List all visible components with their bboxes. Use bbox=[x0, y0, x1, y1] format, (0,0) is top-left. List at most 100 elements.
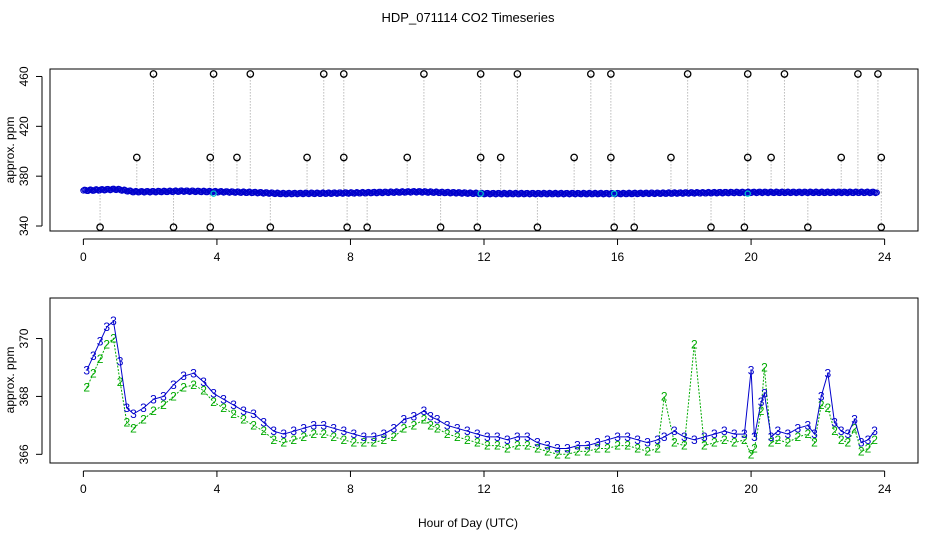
series-2-point: 2 bbox=[701, 439, 708, 453]
series-3-point: 3 bbox=[391, 421, 398, 435]
series-3-point: 3 bbox=[504, 433, 511, 447]
series-2-point: 2 bbox=[838, 433, 845, 447]
series-2-point: 2 bbox=[584, 444, 591, 458]
series-3-point: 3 bbox=[751, 430, 758, 444]
series-2-point: 2 bbox=[210, 395, 217, 409]
series-2-point: 2 bbox=[741, 433, 748, 447]
series-3-point: 3 bbox=[444, 418, 451, 432]
bottom-x-tick-label: 0 bbox=[80, 482, 87, 496]
series-2-point: 2 bbox=[721, 433, 728, 447]
series-2-point: 2 bbox=[330, 430, 337, 444]
series-2-point: 2 bbox=[865, 442, 872, 456]
series-3-point: 3 bbox=[434, 413, 441, 427]
series-3-point: 3 bbox=[804, 418, 811, 432]
flag-high-point bbox=[476, 70, 485, 78]
top-y-tick-label: 380 bbox=[17, 166, 31, 186]
flag-mid-point bbox=[837, 153, 846, 162]
series-3-point: 3 bbox=[200, 375, 207, 389]
top-x-tick-label: 12 bbox=[477, 250, 491, 264]
top-y-tick-label: 420 bbox=[17, 116, 31, 136]
series-3-point: 3 bbox=[484, 430, 491, 444]
series-2-point: 2 bbox=[654, 442, 661, 456]
top-x-tick-label: 16 bbox=[611, 250, 625, 264]
series-3-point: 3 bbox=[865, 433, 872, 447]
series-3-point: 3 bbox=[83, 363, 90, 377]
flag-mid-point bbox=[403, 153, 412, 162]
top-marks bbox=[80, 70, 886, 232]
series-3-point: 3 bbox=[370, 430, 377, 444]
series-2-point: 2 bbox=[401, 421, 408, 435]
series-3-point: 3 bbox=[845, 427, 852, 441]
series-3-point: 3 bbox=[741, 427, 748, 441]
series-2-point: 2 bbox=[761, 360, 768, 374]
series-2-point: 2 bbox=[190, 378, 197, 392]
series-2-point: 2 bbox=[320, 427, 327, 441]
series-3-point: 3 bbox=[494, 430, 501, 444]
series-2-point: 2 bbox=[574, 444, 581, 458]
series-3-point: 3 bbox=[270, 424, 277, 438]
series-3-point: 3 bbox=[130, 407, 137, 421]
top-plot-frame bbox=[49, 68, 919, 232]
series-2-point: 2 bbox=[624, 439, 631, 453]
flag-low-point bbox=[740, 223, 749, 232]
series-2-point: 2 bbox=[818, 398, 825, 412]
series-3-point: 3 bbox=[691, 433, 698, 447]
top-x-tick-label: 8 bbox=[347, 250, 354, 264]
series-3-point: 3 bbox=[103, 320, 110, 334]
series-3-point: 3 bbox=[97, 334, 104, 348]
series-2-point: 2 bbox=[240, 413, 247, 427]
top-y-tick-label: 340 bbox=[17, 216, 31, 236]
series-2-point: 2 bbox=[340, 433, 347, 447]
baseline-point bbox=[873, 189, 880, 196]
bottom-x-tick-label: 16 bbox=[611, 482, 625, 496]
series-3-point: 3 bbox=[838, 424, 845, 438]
bottom-x-tick-label: 12 bbox=[477, 482, 491, 496]
top-panel: 0 4 8 12 16 20 24 340 380 420 460 approx. ppm bbox=[3, 66, 919, 264]
series-2-point: 2 bbox=[90, 366, 97, 380]
series-3-point: 3 bbox=[851, 413, 858, 427]
series-2-point: 2 bbox=[594, 442, 601, 456]
series-3-point: 3 bbox=[661, 430, 668, 444]
series-3-point: 3 bbox=[514, 430, 521, 444]
top-y-tick-label: 460 bbox=[17, 66, 31, 86]
series-3-point: 3 bbox=[401, 413, 408, 427]
series-3-point: 3 bbox=[123, 401, 130, 415]
series-2-point: 2 bbox=[290, 433, 297, 447]
series-3-point: 3 bbox=[584, 439, 591, 453]
series-3-point: 3 bbox=[300, 421, 307, 435]
bottom-axes: 0 4 8 12 16 20 24 366 368 370 bbox=[17, 328, 892, 496]
flag-mid-point bbox=[339, 153, 348, 162]
bottom-y-tick-label: 366 bbox=[17, 444, 31, 464]
highlight-point bbox=[611, 190, 618, 197]
flag-high-point bbox=[209, 70, 218, 78]
bottom-y-tick-label: 368 bbox=[17, 386, 31, 406]
series-3-point: 3 bbox=[381, 427, 388, 441]
flag-low-point bbox=[533, 223, 542, 232]
series-3-point: 3 bbox=[604, 433, 611, 447]
series-3-point: 3 bbox=[574, 439, 581, 453]
flag-mid-point bbox=[607, 153, 615, 162]
series-3-point: 3 bbox=[858, 436, 865, 450]
series-2-point: 2 bbox=[534, 442, 541, 456]
series-3-point: 3 bbox=[260, 415, 267, 429]
series-3-point: 3 bbox=[110, 314, 117, 328]
series-2-point: 2 bbox=[150, 404, 157, 418]
series-2-point: 2 bbox=[350, 436, 357, 450]
series-2-point: 2 bbox=[644, 444, 651, 458]
flag-low-point bbox=[877, 223, 886, 232]
series-2-point: 2 bbox=[544, 444, 551, 458]
figure-title: HDP_071114 CO2 Timeseries bbox=[382, 10, 555, 25]
highlight-point bbox=[477, 190, 484, 197]
series-3-point: 3 bbox=[210, 387, 217, 401]
series-3-point: 3 bbox=[701, 430, 708, 444]
flag-mid-point bbox=[667, 153, 675, 162]
series-3-point: 3 bbox=[794, 421, 801, 435]
series-3-point: 3 bbox=[427, 410, 434, 424]
flag-mid-point bbox=[570, 153, 578, 162]
top-ylabel: approx. ppm bbox=[3, 117, 17, 184]
flag-low-point bbox=[630, 223, 639, 232]
series-3-point: 3 bbox=[624, 430, 631, 444]
flag-high-point bbox=[339, 70, 348, 78]
series-3-point: 3 bbox=[748, 363, 755, 377]
